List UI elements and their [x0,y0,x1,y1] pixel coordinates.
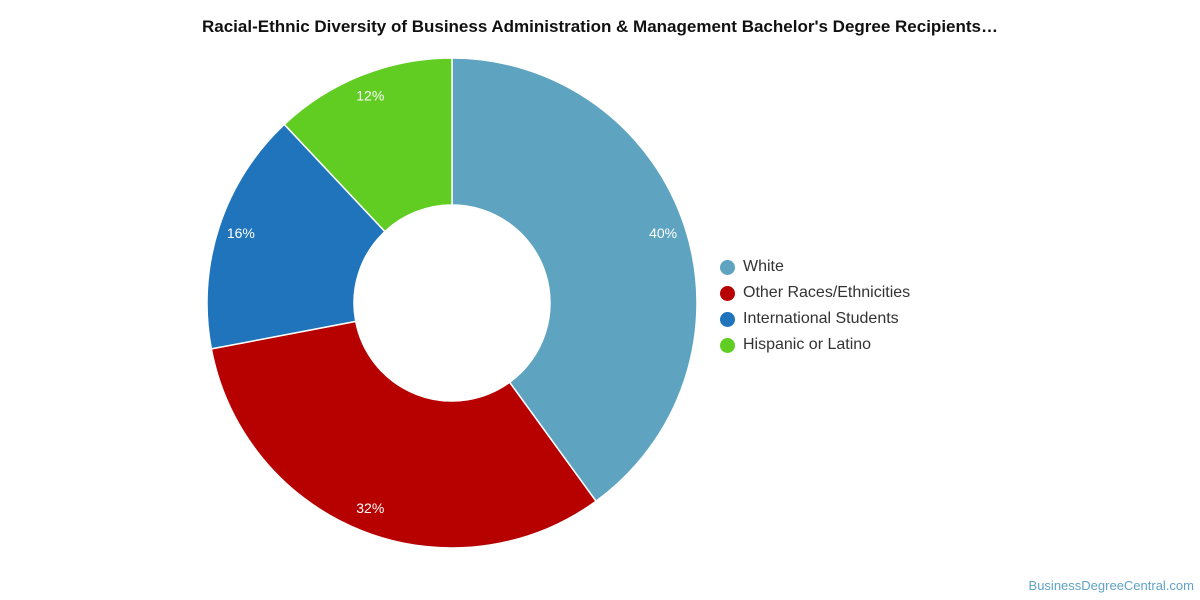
legend-label-international: International Students [743,310,899,327]
slice-hispanic-or-latino[interactable] [283,57,453,233]
legend-swatch-international [720,311,735,327]
legend-label-hispanic: Hispanic or Latino [743,336,872,353]
donut-slices [206,57,698,549]
legend-swatch-hispanic [720,337,735,353]
legend-item-hispanic[interactable]: Hispanic or Latino [720,332,910,358]
slice-label-white: 40% [649,225,677,241]
slice-international-students[interactable] [206,123,386,350]
legend-swatch-white [720,259,735,275]
source-watermark[interactable]: BusinessDegreeCentral.com [1028,578,1194,593]
slice-other-races-ethnicities[interactable] [210,320,598,549]
slice-white[interactable] [451,57,698,503]
slice-label-hispanic-or-latino: 12% [356,87,384,103]
legend-item-other-races[interactable]: Other Races/Ethnicities [720,280,910,306]
legend-label-white: White [743,258,784,275]
legend-label-other-races: Other Races/Ethnicities [743,284,911,301]
legend-swatch-other-races [720,285,735,301]
slice-label-international-students: 16% [227,225,255,241]
slice-label-other-races-ethnicities: 32% [356,500,384,516]
chart-legend: White Other Races/Ethnicities Internatio… [720,254,910,358]
legend-item-white[interactable]: White [720,254,910,280]
chart-title: Racial-Ethnic Diversity of Business Admi… [201,17,998,36]
donut-labels: 40% 32% 16% 12% [227,87,677,516]
legend-item-international[interactable]: International Students [720,306,910,332]
